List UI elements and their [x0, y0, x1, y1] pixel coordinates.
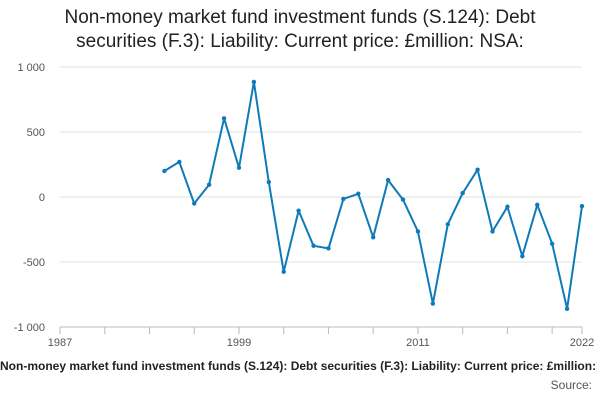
series-line — [163, 80, 583, 310]
data-point — [221, 116, 227, 121]
data-point — [564, 306, 570, 311]
x-tick-label: 1999 — [227, 337, 251, 349]
chart-title-line-2: securities (F.3): Liability: Current pri… — [76, 31, 524, 52]
data-point — [490, 229, 495, 234]
y-tick-label: -500 — [23, 257, 45, 269]
data-point — [371, 235, 376, 240]
data-point — [460, 190, 465, 196]
data-point — [520, 253, 525, 259]
data-point — [236, 165, 242, 170]
data-point — [251, 79, 257, 85]
data-point — [266, 179, 271, 185]
data-point — [206, 182, 212, 187]
data-point — [341, 196, 346, 202]
legend-series-label: Non-money market fund investment funds (… — [0, 359, 600, 373]
y-tick-label: -1 000 — [14, 322, 45, 334]
x-tick-label: 1987 — [48, 337, 72, 349]
data-point — [281, 269, 286, 274]
data-point — [356, 191, 361, 196]
data-point — [549, 241, 555, 246]
data-point — [400, 197, 406, 202]
data-point — [326, 246, 331, 251]
x-tick-label: 2022 — [570, 337, 594, 349]
data-point — [311, 243, 316, 248]
data-point — [579, 203, 585, 209]
data-point — [162, 168, 167, 174]
data-point — [475, 167, 480, 172]
y-tick-label: 500 — [27, 127, 45, 139]
data-point — [415, 229, 421, 234]
data-point — [535, 202, 540, 207]
data-point — [192, 201, 197, 206]
data-point — [430, 301, 436, 306]
data-point — [385, 177, 391, 183]
y-tick-label: 1 000 — [17, 62, 45, 74]
x-tick-label: 2011 — [406, 337, 430, 349]
data-point — [445, 222, 450, 227]
chart-title: Non-money market fund investment funds (… — [0, 6, 600, 54]
data-point — [296, 208, 301, 213]
data-point — [177, 159, 182, 165]
chart-title-line-1: Non-money market fund investment funds (… — [64, 7, 536, 28]
source-label: Source: — [550, 378, 592, 392]
y-tick-label: 0 — [39, 192, 45, 204]
data-point — [505, 204, 510, 209]
